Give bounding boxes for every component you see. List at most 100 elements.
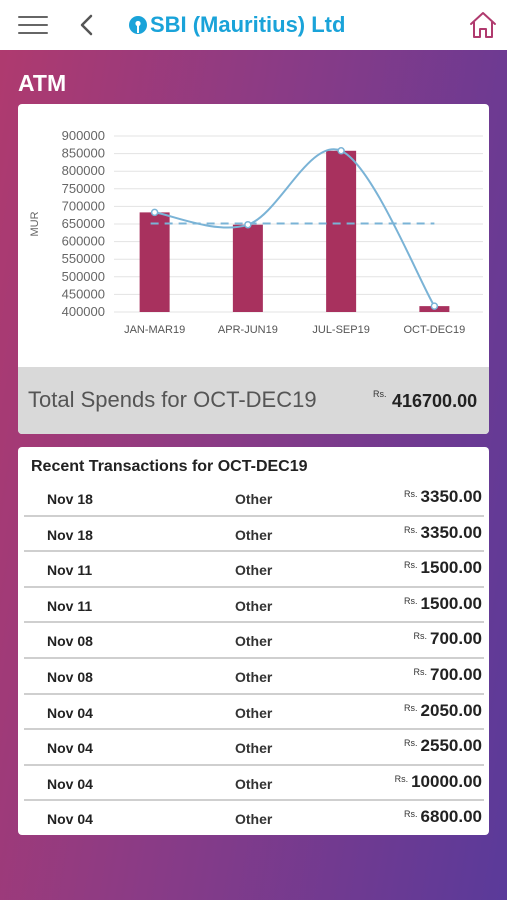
transaction-amount-group: Rs. 1500.00 bbox=[404, 594, 482, 614]
transaction-currency: Rs. bbox=[404, 809, 418, 820]
transactions-title: Recent Transactions for OCT-DEC19 bbox=[31, 458, 308, 475]
transaction-currency: Rs. bbox=[404, 738, 418, 749]
y-tick-label: 750000 bbox=[62, 181, 105, 196]
transaction-date: Nov 18 bbox=[47, 491, 93, 507]
transaction-date: Nov 04 bbox=[47, 740, 93, 757]
transaction-row[interactable]: Nov 08 Other Rs. 700.00 bbox=[24, 623, 484, 659]
transaction-currency: Rs. bbox=[404, 560, 418, 571]
trend-point bbox=[244, 220, 252, 229]
transaction-date: Nov 08 bbox=[47, 633, 93, 650]
y-tick-label: 500000 bbox=[62, 269, 105, 284]
transaction-row[interactable]: Nov 11 Other Rs. 1500.00 bbox=[24, 588, 484, 624]
total-spends-bar: Total Spends for OCT-DEC19 Rs. 416700.00 bbox=[18, 367, 489, 434]
transaction-date: Nov 11 bbox=[47, 597, 93, 614]
transaction-amount: 3350.00 bbox=[420, 522, 482, 542]
brand-name-text: (Mauritius) Ltd bbox=[192, 12, 346, 37]
bar bbox=[232, 224, 263, 312]
brand-logo: SBI (Mauritius) Ltd bbox=[128, 11, 345, 39]
transaction-row[interactable]: Nov 04 Other Rs. 2550.00 bbox=[24, 730, 484, 766]
total-spends-value: 416700.00 bbox=[392, 391, 478, 411]
transaction-amount-group: Rs. 3350.00 bbox=[404, 523, 482, 543]
transaction-row[interactable]: Nov 18 Other Rs. 3350.00 bbox=[24, 517, 484, 553]
x-tick-label: OCT-DEC19 bbox=[404, 324, 466, 336]
transaction-type: Other bbox=[235, 775, 273, 792]
transaction-amount-group: Rs. 6800.00 bbox=[404, 807, 482, 827]
y-tick-label: 800000 bbox=[62, 163, 105, 178]
transaction-amount: 6800.00 bbox=[420, 807, 482, 827]
y-axis-label: MUR bbox=[29, 211, 41, 236]
trend-line bbox=[154, 148, 436, 307]
transaction-type: Other bbox=[235, 811, 273, 828]
transactions-card: Recent Transactions for OCT-DEC19 Nov 18… bbox=[18, 447, 489, 835]
transaction-currency: Rs. bbox=[404, 489, 418, 499]
y-tick-label: 400000 bbox=[62, 304, 105, 319]
spend-chart: 900000 850000 800000 750000 700000 650000 6000… bbox=[29, 128, 483, 336]
transaction-currency: Rs. bbox=[404, 524, 418, 535]
transaction-date: Nov 11 bbox=[47, 562, 93, 579]
y-tick-label: 700000 bbox=[62, 198, 105, 213]
transaction-type: Other bbox=[235, 740, 273, 757]
transaction-amount: 700.00 bbox=[430, 629, 482, 649]
x-tick-label: JAN-MAR19 bbox=[124, 324, 185, 336]
transaction-amount-group: Rs. 700.00 bbox=[414, 629, 483, 649]
y-tick-label: 600000 bbox=[62, 234, 105, 249]
transaction-amount: 1500.00 bbox=[420, 593, 482, 613]
transaction-row[interactable]: Nov 04 Other Rs. 10000.00 bbox=[24, 766, 484, 802]
transaction-amount: 2050.00 bbox=[420, 700, 482, 720]
trend-point bbox=[430, 302, 439, 310]
transaction-currency: Rs. bbox=[394, 773, 409, 784]
bar bbox=[326, 150, 357, 312]
transaction-amount: 1500.00 bbox=[420, 558, 482, 578]
transaction-type: Other bbox=[235, 633, 273, 650]
transaction-type: Other bbox=[235, 562, 273, 579]
y-tick-label: 850000 bbox=[62, 146, 105, 161]
transaction-currency: Rs. bbox=[413, 667, 428, 677]
transaction-date: Nov 04 bbox=[47, 704, 93, 721]
transaction-type: Other bbox=[235, 704, 273, 721]
x-tick-label: APR-JUN19 bbox=[218, 324, 278, 336]
transaction-currency: Rs. bbox=[404, 702, 418, 713]
home-icon[interactable] bbox=[468, 10, 498, 40]
y-tick-label: 650000 bbox=[62, 216, 105, 231]
brand-sbi-text: SBI bbox=[150, 12, 187, 37]
transaction-amount-group: Rs. 2550.00 bbox=[404, 736, 482, 756]
y-tick-label: 900000 bbox=[62, 128, 105, 143]
transaction-date: Nov 04 bbox=[47, 775, 93, 792]
total-currency: Rs. bbox=[373, 389, 387, 399]
top-bar: SBI (Mauritius) Ltd bbox=[0, 0, 507, 50]
trend-point bbox=[337, 147, 345, 155]
transaction-amount-group: Rs. 1500.00 bbox=[404, 558, 482, 578]
transaction-date: Nov 04 bbox=[47, 811, 93, 828]
transaction-type: Other bbox=[235, 597, 273, 614]
transaction-row[interactable]: Nov 04 Other Rs. 6800.00 bbox=[24, 801, 484, 835]
transaction-row[interactable]: Nov 18 Other Rs. 3350.00 bbox=[24, 481, 484, 517]
back-arrow-icon[interactable] bbox=[76, 12, 96, 38]
trend-point bbox=[150, 208, 159, 217]
y-tick-label: 550000 bbox=[62, 251, 105, 266]
transaction-currency: Rs. bbox=[413, 631, 428, 642]
sbi-logo-icon bbox=[129, 16, 147, 34]
menu-icon[interactable] bbox=[18, 16, 48, 36]
transaction-row[interactable]: Nov 04 Other Rs. 2050.00 bbox=[24, 695, 484, 731]
page-title: ATM bbox=[18, 70, 67, 96]
bar bbox=[139, 212, 170, 312]
transaction-currency: Rs. bbox=[404, 595, 418, 606]
transaction-date: Nov 18 bbox=[47, 526, 93, 543]
transaction-amount: 2550.00 bbox=[420, 736, 482, 756]
spend-chart-card: 900000 850000 800000 750000 700000 650000 6000… bbox=[18, 104, 489, 434]
transaction-amount-group: Rs. 3350.00 bbox=[404, 487, 482, 507]
transaction-type: Other bbox=[235, 491, 273, 507]
transaction-amount: 700.00 bbox=[430, 665, 482, 684]
transaction-date: Nov 08 bbox=[47, 669, 93, 685]
transaction-row[interactable]: Nov 11 Other Rs. 1500.00 bbox=[24, 552, 484, 588]
total-spends-label: Total Spends for OCT-DEC19 bbox=[28, 387, 317, 412]
transaction-row[interactable]: Nov 08 Other Rs. 700.00 bbox=[24, 659, 484, 695]
transaction-amount-group: Rs. 2050.00 bbox=[404, 701, 482, 721]
transaction-amount: 10000.00 bbox=[411, 771, 482, 791]
transaction-type: Other bbox=[235, 669, 273, 685]
transaction-amount-group: Rs. 10000.00 bbox=[395, 772, 482, 792]
transaction-amount: 3350.00 bbox=[420, 487, 482, 506]
y-tick-label: 450000 bbox=[62, 286, 105, 301]
x-tick-label: JUL-SEP19 bbox=[312, 324, 369, 336]
transaction-type: Other bbox=[235, 526, 273, 543]
